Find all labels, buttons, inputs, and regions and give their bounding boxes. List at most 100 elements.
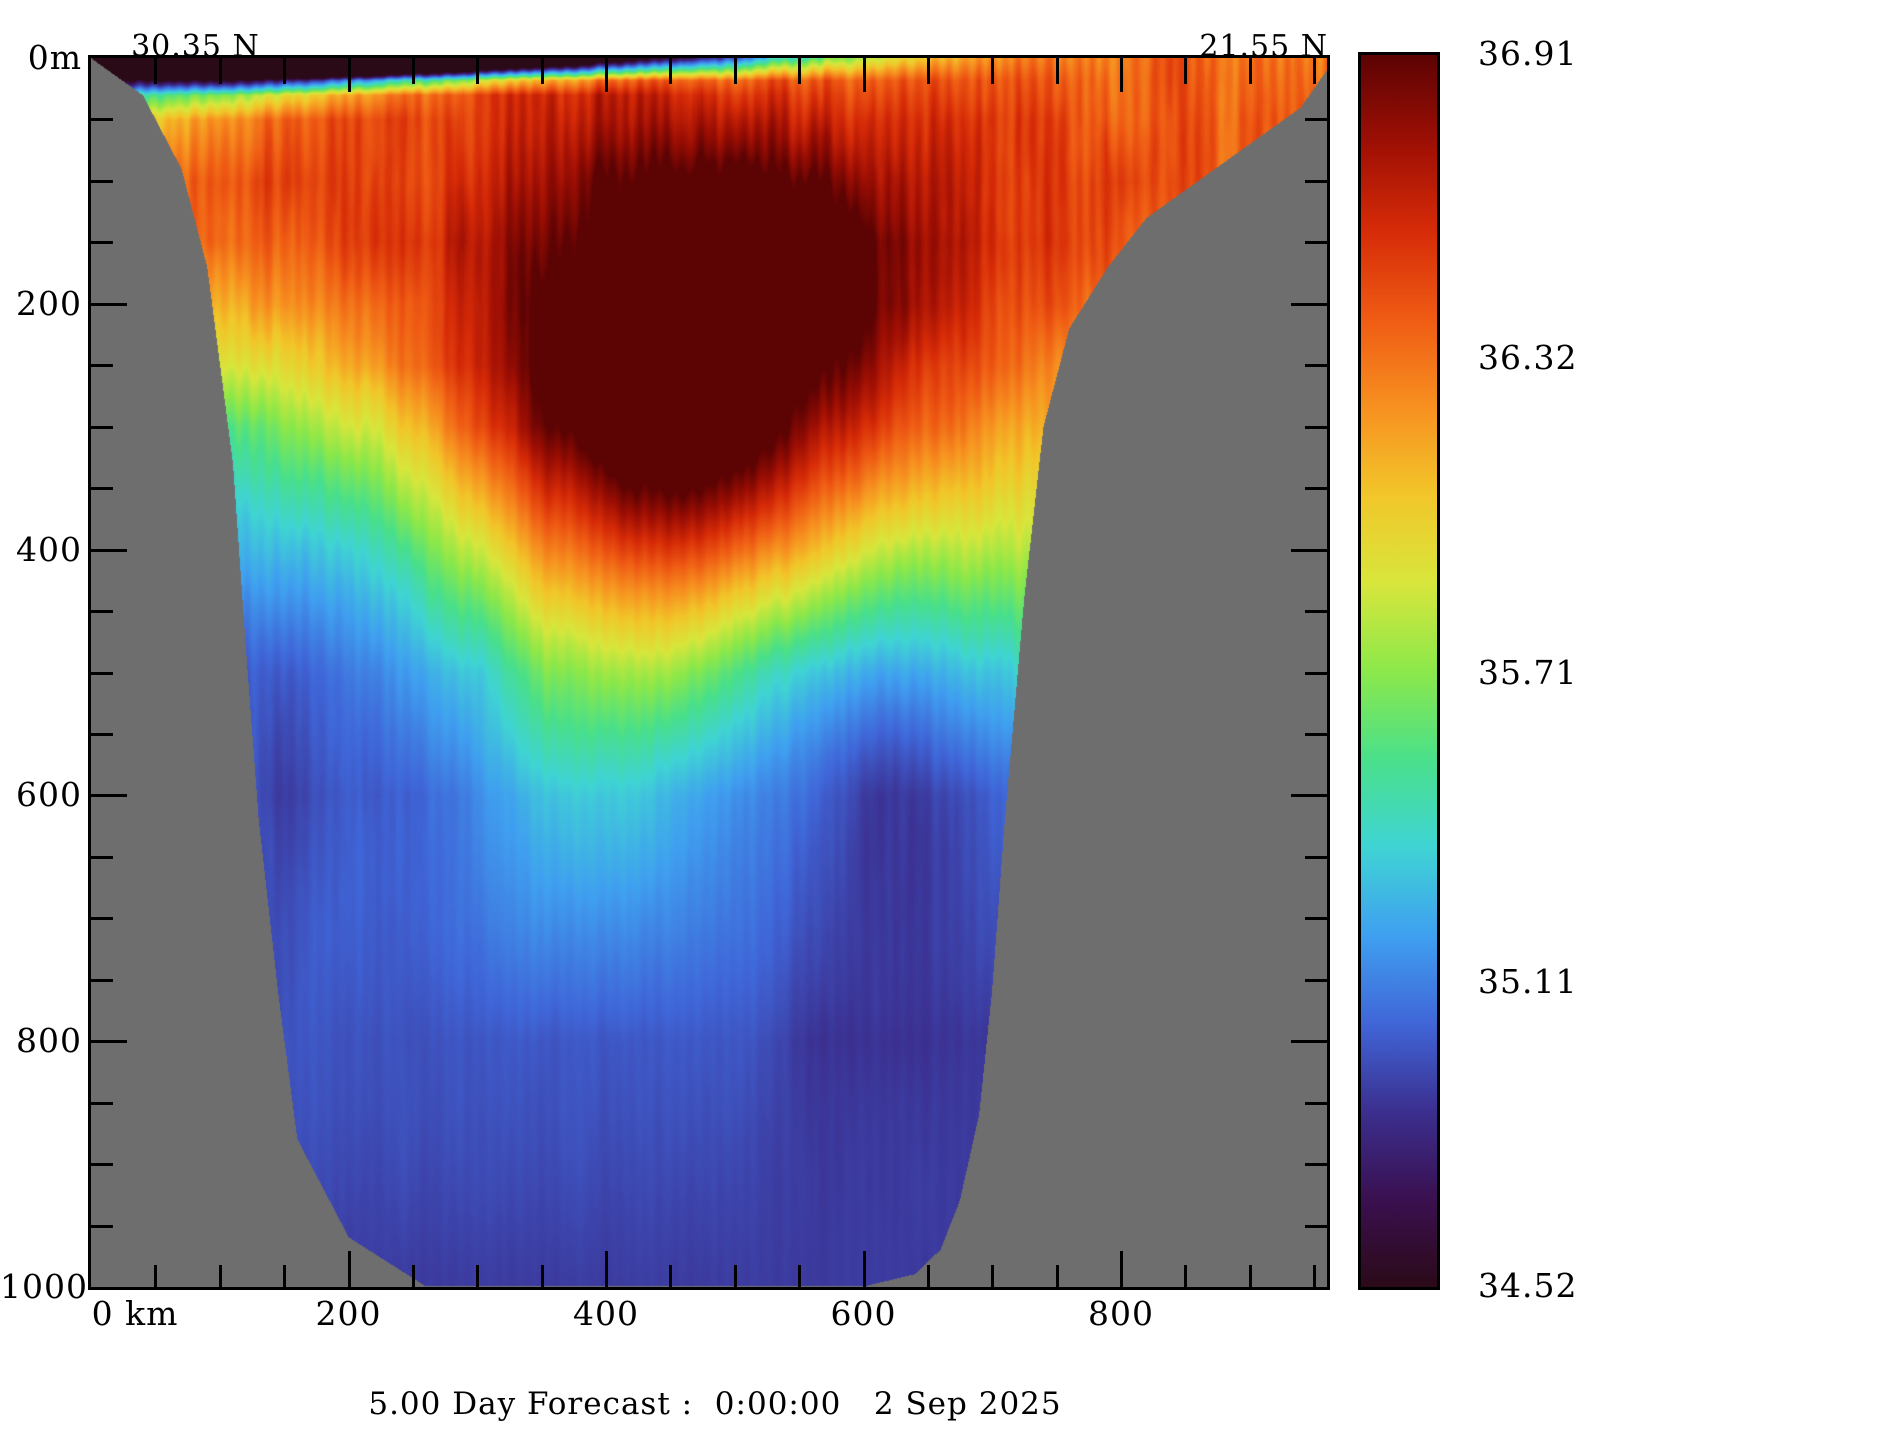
depth-tick-right [1291, 794, 1327, 798]
depth-axis-label-wrap: 400 [0, 530, 82, 569]
depth-axis-label: 0m [27, 38, 82, 77]
distance-axis-label: 600 [830, 1294, 897, 1333]
distance-tick [411, 1265, 415, 1287]
depth-axis-label: 400 [16, 529, 82, 569]
depth-tick [91, 425, 113, 429]
distance-tick [926, 1265, 930, 1287]
depth-tick [91, 179, 113, 183]
depth-tick-right [1305, 1163, 1327, 1167]
depth-tick-right [1305, 241, 1327, 245]
depth-axis-label-wrap: 200 [0, 284, 82, 323]
distance-tick-top [1184, 58, 1188, 84]
distance-tick-top [605, 58, 608, 92]
depth-tick-right [1291, 1040, 1327, 1044]
depth-axis-label-wrap: 1000 [0, 1267, 87, 1306]
distance-tick-top [733, 58, 737, 84]
depth-tick-right [1305, 671, 1327, 675]
depth-tick [91, 1224, 113, 1228]
depth-tick [91, 1040, 127, 1044]
depth-tick [91, 487, 113, 491]
distance-tick [347, 1251, 351, 1287]
distance-tick-top [1248, 58, 1252, 84]
distance-tick-top [476, 58, 480, 84]
distance-axis-label: 400 [573, 1294, 639, 1333]
distance-tick-top [798, 58, 802, 84]
distance-tick [1313, 1265, 1317, 1287]
distance-tick-top [154, 58, 158, 84]
depth-tick-right [1305, 917, 1327, 921]
distance-axis-label: 200 [315, 1294, 382, 1333]
depth-tick-right [1305, 1101, 1327, 1105]
depth-tick [91, 118, 113, 122]
depth-tick-right [1305, 425, 1327, 429]
section-plot-area [88, 55, 1330, 1290]
distance-tick-top [218, 58, 222, 84]
depth-tick-right [1305, 487, 1327, 491]
depth-axis-label: 1000 [0, 1267, 88, 1306]
depth-axis-label: 600 [16, 775, 82, 815]
depth-axis-label-wrap: 0m [0, 38, 82, 77]
colorbar-tick-label: 35.11 [1478, 961, 1578, 1001]
distance-axis-label: 800 [1088, 1294, 1154, 1333]
depth-axis-label: 200 [16, 283, 82, 323]
depth-axis-label: 800 [16, 1021, 82, 1061]
distance-tick [733, 1265, 737, 1287]
colorbar-tick-label: 34.52 [1478, 1266, 1578, 1305]
forecast-caption: 5.00 Day Forecast : 0:00:00 2 Sep 2025 [368, 1386, 1062, 1422]
distance-tick [476, 1265, 480, 1287]
depth-tick-right [1305, 118, 1327, 122]
depth-tick-right [1305, 1224, 1327, 1228]
colorbar-tick-label: 36.32 [1478, 338, 1578, 378]
depth-axis-label-wrap: 800 [0, 1021, 82, 1060]
colorbar-tick-label: 35.71 [1478, 652, 1578, 692]
depth-tick [91, 241, 113, 245]
distance-tick-top [283, 58, 287, 84]
depth-axis-label-wrap: 600 [0, 775, 82, 814]
distance-tick [669, 1265, 673, 1287]
distance-tick-top [926, 58, 930, 84]
distance-tick [218, 1265, 222, 1287]
depth-tick-right [1305, 855, 1327, 859]
distance-tick-top [669, 58, 673, 84]
salinity-section-heatmap [91, 58, 1327, 1287]
distance-tick-top [862, 58, 866, 92]
distance-tick-top [347, 58, 351, 92]
distance-axis-label: 0 km [91, 1294, 179, 1333]
colorbar-gradient [1361, 55, 1437, 1287]
distance-tick-top [411, 58, 415, 84]
distance-tick [1055, 1265, 1059, 1287]
depth-tick-right [1305, 179, 1327, 183]
depth-tick [91, 364, 113, 368]
depth-tick [91, 917, 113, 921]
depth-tick [91, 855, 113, 859]
distance-tick-top [1120, 58, 1123, 92]
distance-tick [991, 1265, 995, 1287]
distance-tick [540, 1265, 544, 1287]
depth-tick [91, 610, 113, 614]
depth-tick [91, 978, 113, 982]
depth-tick-right [1305, 364, 1327, 368]
depth-tick [91, 1163, 113, 1167]
depth-tick [91, 732, 113, 736]
distance-tick [154, 1265, 158, 1287]
depth-tick [91, 548, 127, 552]
distance-tick-top [1055, 58, 1059, 84]
distance-tick-top [991, 58, 995, 84]
distance-tick [798, 1265, 802, 1287]
depth-tick [91, 794, 127, 798]
distance-tick [283, 1265, 287, 1287]
salinity-colorbar [1358, 52, 1440, 1290]
distance-tick [605, 1251, 608, 1287]
depth-tick [91, 1101, 113, 1105]
distance-tick [1184, 1265, 1188, 1287]
depth-tick-right [1305, 978, 1327, 982]
distance-tick [1248, 1265, 1252, 1287]
depth-tick-right [1291, 302, 1327, 306]
depth-tick [91, 302, 127, 306]
distance-tick-top [540, 58, 544, 84]
depth-tick-right [1291, 548, 1327, 552]
distance-tick-top [1313, 58, 1317, 84]
depth-tick-right [1305, 610, 1327, 614]
distance-tick [1120, 1251, 1123, 1287]
depth-tick-right [1305, 732, 1327, 736]
